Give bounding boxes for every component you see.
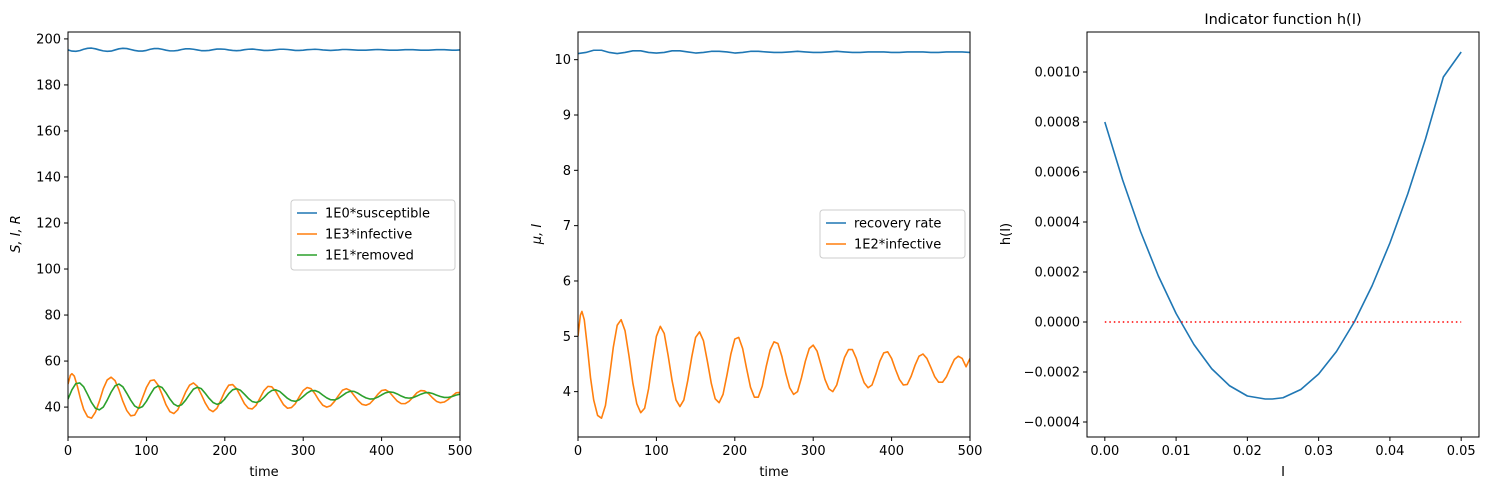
sir-x-tick-label: 0 <box>64 444 72 459</box>
sir-panel: 0 100 200 300 400 500 40 60 80 100 120 140 160 180 200… <box>9 31 472 480</box>
sir-x-axis-label: time <box>249 465 278 480</box>
indicator-panel: 0.00 0.01 0.02 0.03 0.04 0.05 −0.0004 −0.0002 0.… <box>999 12 1480 480</box>
recovery-y-axis-label: μ, I <box>530 224 545 246</box>
sir-legend: 1E0*susceptible 1E3*infective 1E1*removed <box>290 199 456 271</box>
recovery-series-line-1 <box>578 310 970 419</box>
indicator-x-axis-label: I <box>1281 465 1285 480</box>
sir-y-tick-label: 40 <box>44 401 61 416</box>
recovery-x-tick-label: 400 <box>879 444 904 459</box>
sir-y-tick-label: 80 <box>44 309 61 324</box>
indicator-y-tick-label: 0.0000 <box>1035 316 1081 331</box>
indicator-title: Indicator function h(I) <box>1204 12 1361 28</box>
indicator-x-tick-label: 0.05 <box>1447 444 1476 459</box>
sir-y-axis-label: S, I, R <box>9 215 24 253</box>
sir-y-tick-label: 160 <box>36 124 61 139</box>
indicator-series-line-0 <box>1104 51 1462 400</box>
sir-y-tick-label: 180 <box>36 78 61 93</box>
recovery-x-tick-label: 300 <box>801 444 826 459</box>
sir-x-tick-label: 400 <box>369 444 394 459</box>
recovery-x-tick-label: 200 <box>722 444 747 459</box>
sir-x-tick-label: 200 <box>212 444 237 459</box>
recovery-legend-label: 1E2*infective <box>854 238 941 253</box>
indicator-x-tick-label: 0.02 <box>1233 444 1262 459</box>
recovery-y-tick-label: 7 <box>563 219 571 234</box>
sir-legend-box <box>290 199 456 271</box>
recovery-x-tick-label: 100 <box>644 444 669 459</box>
recovery-axes-frame <box>577 31 971 438</box>
recovery-legend-box <box>819 209 966 259</box>
indicator-x-tick-label: 0.04 <box>1375 444 1404 459</box>
indicator-x-tick-label: 0.00 <box>1090 444 1119 459</box>
indicator-y-tick-label: −0.0002 <box>1024 366 1080 381</box>
sir-x-tick-label: 500 <box>448 444 473 459</box>
sir-x-tick-label: 100 <box>134 444 159 459</box>
indicator-y-tick-label: −0.0004 <box>1024 416 1080 431</box>
indicator-y-tick-label: 0.0008 <box>1035 116 1081 131</box>
recovery-x-axis-label: time <box>759 465 788 480</box>
sir-y-tick-label: 60 <box>44 355 61 370</box>
indicator-ticks: 0.00 0.01 0.02 0.03 0.04 0.05 −0.0004 −0.0002 0.… <box>1024 66 1476 460</box>
sir-y-tick-label: 140 <box>36 170 61 185</box>
indicator-axes-frame <box>1086 31 1480 438</box>
indicator-lines <box>1104 51 1462 400</box>
recovery-y-tick-label: 6 <box>563 274 571 289</box>
sir-legend-label: 1E1*removed <box>325 249 414 264</box>
sir-series-line-1 <box>68 372 460 419</box>
indicator-x-tick-label: 0.03 <box>1304 444 1333 459</box>
indicator-y-tick-label: 0.0006 <box>1035 166 1081 181</box>
recovery-y-tick-label: 9 <box>563 108 571 123</box>
sir-lines <box>68 47 460 419</box>
recovery-x-tick-label: 500 <box>958 444 983 459</box>
sir-legend-label: 1E0*susceptible <box>325 207 430 222</box>
sir-legend-label: 1E3*infective <box>325 228 412 243</box>
recovery-y-tick-label: 4 <box>563 385 571 400</box>
sir-axes-frame <box>67 31 461 438</box>
sir-y-tick-label: 100 <box>36 263 61 278</box>
indicator-x-tick-label: 0.01 <box>1162 444 1191 459</box>
sir-series-line-0 <box>68 47 460 53</box>
recovery-y-tick-label: 8 <box>563 164 571 179</box>
recovery-y-tick-label: 5 <box>563 330 571 345</box>
sir-y-tick-label: 120 <box>36 216 61 231</box>
indicator-y-axis-label: h(I) <box>999 223 1014 245</box>
sir-ticks: 0 100 200 300 400 500 40 60 80 100 120 140 160 180 200 <box>36 32 472 459</box>
recovery-ticks: 0 100 200 300 400 500 4 5 6 7 8 9 10 <box>554 53 982 459</box>
sir-series-line-2 <box>68 382 460 411</box>
indicator-y-tick-label: 0.0004 <box>1035 216 1081 231</box>
recovery-lines <box>578 49 970 419</box>
recovery-x-tick-label: 0 <box>574 444 582 459</box>
sir-x-tick-label: 300 <box>291 444 316 459</box>
recovery-panel: 0 100 200 300 400 500 4 5 6 7 8 9 10 time μ, I recov… <box>530 31 982 480</box>
recovery-y-tick-label: 10 <box>554 53 571 68</box>
recovery-series-line-0 <box>578 49 970 55</box>
recovery-legend: recovery rate 1E2*infective <box>819 209 966 259</box>
recovery-legend-label: recovery rate <box>854 217 941 232</box>
indicator-y-tick-label: 0.0010 <box>1035 66 1081 81</box>
indicator-y-tick-label: 0.0002 <box>1035 266 1081 281</box>
sir-y-tick-label: 200 <box>36 32 61 47</box>
